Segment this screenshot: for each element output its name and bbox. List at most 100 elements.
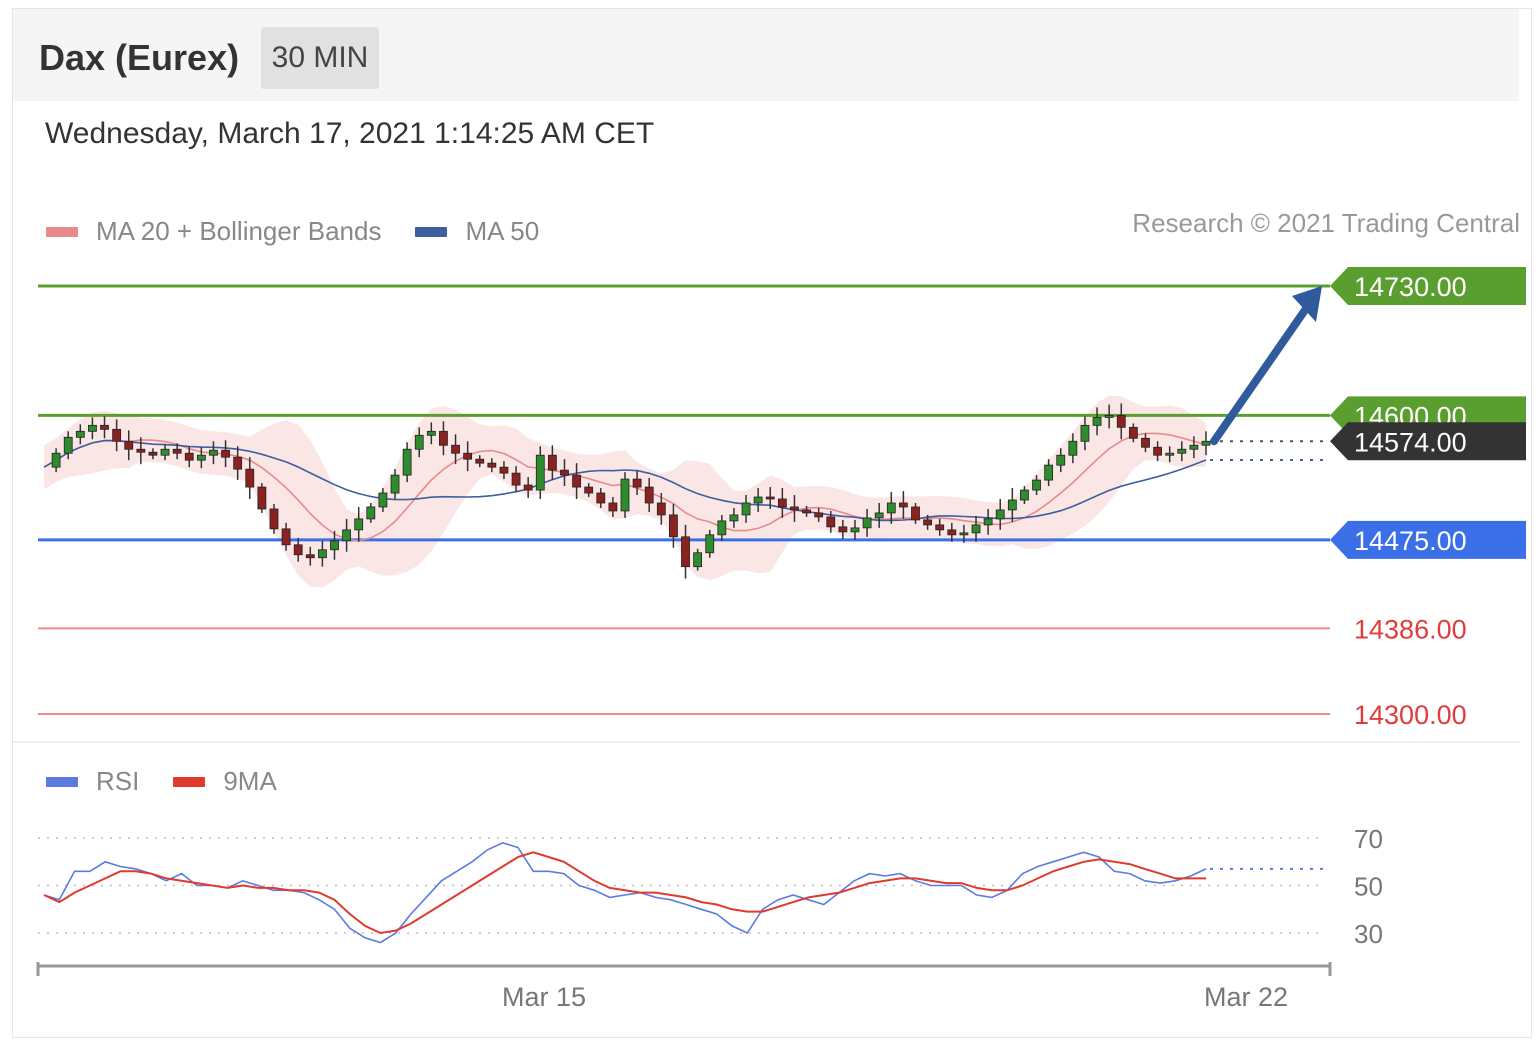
- candle-body: [753, 496, 763, 504]
- candle-body: [390, 474, 400, 494]
- candle-body: [305, 554, 315, 559]
- legend-label-9ma: 9MA: [223, 766, 277, 796]
- candle-body: [426, 430, 436, 436]
- research-credit: Research © 2021 Trading Central: [1132, 208, 1520, 238]
- candle-body: [124, 440, 134, 450]
- candle-body: [366, 506, 376, 520]
- candle-body: [136, 448, 146, 453]
- candle-body: [1141, 437, 1150, 448]
- candle-body: [693, 552, 703, 568]
- candle-body: [233, 456, 243, 470]
- legend-ma20: MA 20 + Bollinger Bands: [46, 216, 381, 247]
- candle-body: [245, 468, 255, 488]
- candle-body: [414, 434, 424, 450]
- candle-body: [281, 528, 291, 546]
- candle-body: [632, 478, 642, 488]
- candle-body: [172, 448, 182, 454]
- candle-body: [88, 424, 97, 432]
- candle-body: [1080, 424, 1090, 442]
- candle-body: [1165, 452, 1175, 456]
- candle-body: [402, 448, 412, 476]
- candle-body: [1201, 440, 1211, 446]
- candle-body: [451, 444, 460, 454]
- candle-body: [463, 452, 473, 460]
- legend-swatch-ma50: [415, 226, 448, 237]
- candle-body: [814, 512, 824, 518]
- chart-card: Dax (Eurex) 30 MIN Wednesday, March 17, …: [12, 8, 1532, 1038]
- level-tag-pivot: [1330, 520, 1526, 559]
- rsi-series-9ma: [43, 851, 1206, 935]
- candle-body: [874, 512, 884, 519]
- candle-body: [777, 498, 787, 508]
- candle-body: [1044, 464, 1054, 481]
- level-label-support: 14300.00: [1354, 700, 1467, 730]
- legend-label-rsi: RSI: [96, 766, 140, 796]
- candle-body: [221, 449, 230, 458]
- level-label-last: 14574.00: [1354, 427, 1467, 457]
- candle-body: [523, 484, 533, 491]
- candle-body: [354, 518, 364, 531]
- candle-body: [293, 544, 303, 556]
- candle-body: [838, 526, 848, 533]
- target-arrow-head: [1292, 286, 1322, 322]
- candle-body: [947, 529, 957, 536]
- candle-body: [1056, 454, 1066, 466]
- rsi-legend: RSI 9MA: [46, 766, 311, 797]
- candle-body: [1128, 426, 1138, 439]
- candle-body: [681, 536, 690, 568]
- level-tag-last: [1330, 422, 1526, 461]
- candle-body: [717, 520, 727, 536]
- legend-ma50: MA 50: [415, 216, 539, 247]
- candle-body: [983, 518, 993, 526]
- candle-body: [1068, 440, 1078, 456]
- legend-9ma: 9MA: [173, 766, 277, 797]
- candle-body: [620, 478, 630, 512]
- main-legend: MA 20 + Bollinger Bands MA 50: [46, 216, 573, 247]
- timeframe-badge[interactable]: 30 MIN: [261, 27, 379, 89]
- candle-body: [729, 514, 739, 522]
- candle-body: [802, 509, 811, 514]
- candle-body: [535, 454, 545, 491]
- legend-swatch-ma20: [46, 226, 78, 237]
- legend-label-ma20: MA 20 + Bollinger Bands: [96, 216, 382, 246]
- panel-divider: [13, 741, 1519, 743]
- level-label-support: 14386.00: [1354, 614, 1467, 644]
- candle-body: [656, 502, 666, 516]
- candle-body: [850, 527, 860, 533]
- candle-body: [499, 466, 509, 474]
- candle-body: [184, 452, 194, 461]
- rsi-tick-30: 30: [1354, 919, 1383, 949]
- candle-body: [923, 519, 933, 526]
- candle-body: [765, 496, 775, 500]
- candle-body: [75, 430, 85, 438]
- candle-body: [596, 492, 606, 504]
- candle-body: [971, 524, 981, 534]
- candle-body: [100, 424, 109, 430]
- candle-body: [935, 524, 945, 531]
- candle-body: [741, 502, 751, 516]
- candle-body: [1007, 499, 1017, 511]
- candle-body: [196, 454, 206, 461]
- candle-body: [257, 486, 267, 510]
- legend-label-ma50: MA 50: [465, 216, 540, 246]
- legend-rsi: RSI: [46, 766, 139, 797]
- candle-body: [1116, 414, 1126, 428]
- candle-body: [1020, 489, 1029, 501]
- level-label-resistance: 14730.00: [1354, 272, 1467, 302]
- candle-body: [269, 508, 279, 530]
- x-tick-label: Mar 15: [502, 982, 586, 1012]
- legend-swatch-rsi: [46, 776, 78, 787]
- candle-body: [487, 462, 497, 468]
- candle-body: [1177, 448, 1187, 454]
- level-label-pivot: 14475.00: [1354, 526, 1467, 556]
- candle-body: [160, 448, 170, 456]
- candle-body: [862, 517, 872, 529]
- candle-body: [1032, 479, 1041, 491]
- candle-body: [826, 516, 836, 528]
- candle-body: [790, 506, 799, 511]
- timestamp: Wednesday, March 17, 2021 1:14:25 AM CET: [45, 117, 655, 150]
- candle-body: [511, 472, 521, 486]
- candle-body: [584, 486, 594, 494]
- candle-body: [330, 540, 339, 551]
